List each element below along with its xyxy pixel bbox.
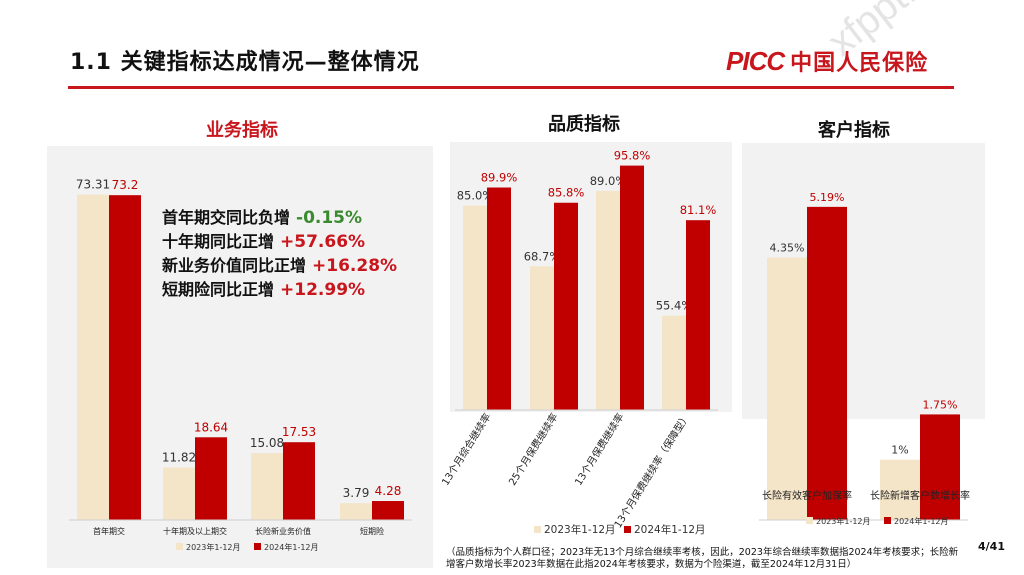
kpi-value: +57.66% <box>280 232 366 252</box>
section-title-business: 业务指标 <box>206 120 278 141</box>
bar-1-3-0 <box>662 315 686 410</box>
category-label-0-2: 长险新业务价值 <box>255 526 311 536</box>
bar-1-2-0 <box>596 190 620 410</box>
bar-0-1-0 <box>163 467 195 520</box>
data-label-1-2-1: 95.8% <box>614 149 651 163</box>
kpi-label: 十年期同比正增 <box>162 232 275 251</box>
data-label-2-1-1: 1.75% <box>923 398 958 411</box>
kpi-value: +12.99% <box>280 280 366 300</box>
section-title-customer: 客户指标 <box>818 120 890 141</box>
bar-2-1-1 <box>920 414 960 520</box>
category-label-2-0: 长险有效客户加保率 <box>762 489 852 502</box>
legend-label-0-0: 2023年1-12月 <box>186 542 241 552</box>
data-label-0-3-1: 4.28 <box>375 484 402 498</box>
data-label-0-1-0: 11.82 <box>162 451 196 465</box>
legend-swatch-1-0 <box>534 526 541 533</box>
legend-swatch-0-1 <box>254 543 261 550</box>
kpi-label: 新业务价值同比正增 <box>162 256 307 275</box>
bar-0-1-1 <box>195 437 227 520</box>
kpi-ten-year: 十年期同比正增 +57.66% <box>162 228 365 252</box>
data-label-1-3-0: 55.4% <box>656 299 693 313</box>
kpi-value: +16.28% <box>312 256 398 276</box>
data-label-0-0-0: 73.31 <box>76 178 110 192</box>
bar-1-0-1 <box>487 187 511 410</box>
brand-cn: 中国人民保险 <box>790 51 929 76</box>
data-label-1-1-1: 85.8% <box>548 186 585 200</box>
legend-label-0-1: 2024年1-12月 <box>264 542 319 552</box>
category-label-2-1: 长险新增客户数增长率 <box>870 489 970 502</box>
kpi-value: -0.15% <box>296 208 363 228</box>
data-label-0-0-1: 73.2 <box>112 178 139 192</box>
legend-swatch-2-0 <box>806 517 813 524</box>
kpi-first-year: 首年期交同比负增 -0.15% <box>162 204 362 228</box>
legend-swatch-1-1 <box>624 526 631 533</box>
bar-1-1-0 <box>530 266 554 410</box>
brand-logo: PICC 中国人民保险 <box>726 45 929 77</box>
kpi-label: 首年期交同比负增 <box>162 208 291 227</box>
bar-1-1-1 <box>554 202 578 410</box>
data-label-1-3-1: 81.1% <box>680 203 717 217</box>
data-label-0-2-1: 17.53 <box>282 425 316 439</box>
legend-label-2-0: 2023年1-12月 <box>816 516 871 526</box>
bar-0-3-0 <box>340 503 372 520</box>
data-label-2-0-0: 4.35% <box>770 242 805 255</box>
legend-label-2-1: 2024年1-12月 <box>894 516 949 526</box>
legend-label-1-0: 2023年1-12月 <box>544 523 616 536</box>
bar-0-0-0 <box>77 194 109 520</box>
data-label-1-0-0: 85.0% <box>457 189 494 203</box>
page-number: 4/41 <box>978 540 1005 553</box>
data-label-0-2-0: 15.08 <box>250 436 284 450</box>
data-label-2-0-1: 5.19% <box>810 191 845 204</box>
category-label-1-2: 13个月保费继续率 <box>572 411 627 488</box>
bar-2-0-0 <box>767 257 807 520</box>
section-title-quality: 品质指标 <box>548 114 620 135</box>
data-label-2-1-0: 1% <box>891 444 908 457</box>
data-label-0-3-0: 3.79 <box>343 486 370 500</box>
data-label-1-0-1: 89.9% <box>481 171 518 185</box>
footnote: （品质指标为个人群口径；2023年无13个月综合继续率考核，因此，2023年综合… <box>446 547 959 570</box>
kpi-label: 短期险同比正增 <box>162 280 275 299</box>
bar-1-2-1 <box>620 165 644 410</box>
bar-0-2-1 <box>283 442 315 520</box>
category-label-1-3: 13个月保费继续率（保障型） <box>611 411 692 530</box>
legend-label-1-1: 2024年1-12月 <box>634 523 706 536</box>
category-label-0-3: 短期险 <box>360 526 384 536</box>
title-divider <box>68 86 954 89</box>
category-label-1-0: 13个月综合继续率 <box>439 411 494 488</box>
bar-2-1-0 <box>880 459 920 520</box>
kpi-new-business-value: 新业务价值同比正增 +16.28% <box>162 252 397 276</box>
legend-swatch-2-1 <box>884 517 891 524</box>
legend-swatch-0-0 <box>176 543 183 550</box>
data-label-1-1-0: 68.7% <box>524 249 561 263</box>
kpi-short-term: 短期险同比正增 +12.99% <box>162 276 365 300</box>
data-label-1-2-0: 89.0% <box>590 174 627 188</box>
bar-1-0-0 <box>463 205 487 410</box>
category-label-1-1: 25个月保费继续率 <box>506 411 561 488</box>
category-label-0-1: 十年期及以上期交 <box>163 526 227 536</box>
category-label-0-0: 首年期交 <box>93 526 125 536</box>
brand-latin: PICC <box>726 45 785 76</box>
data-label-0-1-1: 18.64 <box>194 420 228 434</box>
bar-2-0-1 <box>807 206 847 520</box>
page-title: 1.1 关键指标达成情况—整体情况 <box>70 50 420 75</box>
bar-0-0-1 <box>109 195 141 521</box>
bar-0-2-0 <box>251 453 283 520</box>
bar-1-3-1 <box>686 220 710 410</box>
bar-0-3-1 <box>372 501 404 520</box>
